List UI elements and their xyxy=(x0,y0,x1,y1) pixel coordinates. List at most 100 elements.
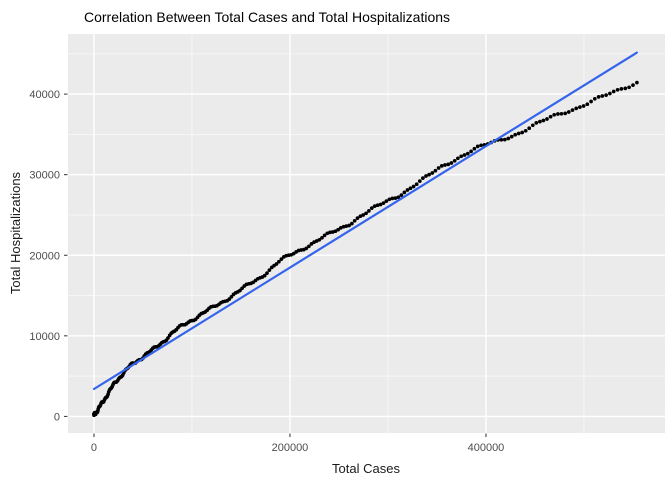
data-point xyxy=(352,218,357,223)
data-point xyxy=(361,213,366,217)
data-point xyxy=(433,168,438,173)
x-tick-label: 400000 xyxy=(468,442,505,454)
data-point xyxy=(320,235,324,240)
data-point xyxy=(393,196,398,200)
data-point xyxy=(396,195,401,200)
x-tick-label: 0 xyxy=(91,442,97,454)
data-point xyxy=(513,132,518,137)
data-point xyxy=(240,286,244,291)
data-point xyxy=(372,204,377,208)
data-point xyxy=(307,244,311,249)
grid-major xyxy=(68,34,665,433)
data-point xyxy=(265,271,269,275)
data-point xyxy=(566,110,571,114)
data-point xyxy=(344,224,349,228)
data-point xyxy=(436,166,441,170)
x-axis-title: Total Cases xyxy=(332,461,400,476)
data-point xyxy=(390,196,395,201)
data-point xyxy=(411,184,416,189)
data-point xyxy=(384,199,389,203)
data-point xyxy=(414,182,419,187)
data-point xyxy=(364,211,368,216)
data-point xyxy=(520,130,525,135)
y-tick-label: 0 xyxy=(54,411,60,423)
data-point xyxy=(317,237,322,242)
data-point xyxy=(523,128,528,133)
data-point xyxy=(623,86,628,91)
data-point xyxy=(378,202,383,207)
data-point xyxy=(277,259,281,264)
data-point xyxy=(449,161,454,165)
axis-tick-marks xyxy=(64,93,487,437)
data-point xyxy=(615,87,620,92)
data-point xyxy=(229,294,234,299)
data-point xyxy=(592,96,597,101)
data-point xyxy=(578,105,582,109)
data-point xyxy=(627,85,631,90)
data-point xyxy=(279,257,284,261)
data-point xyxy=(262,273,267,278)
data-point xyxy=(274,262,279,266)
data-point xyxy=(589,99,593,104)
data-point xyxy=(596,95,601,99)
data-point xyxy=(408,186,413,191)
data-point xyxy=(465,151,470,156)
data-point xyxy=(267,268,272,272)
data-point xyxy=(439,164,444,168)
data-point xyxy=(417,179,422,183)
data-point xyxy=(516,131,521,136)
data-point xyxy=(534,121,539,125)
data-point xyxy=(367,209,371,213)
data-point xyxy=(541,118,546,123)
data-point xyxy=(347,223,351,228)
data-point xyxy=(574,106,579,111)
data-point xyxy=(608,91,612,96)
data-point xyxy=(548,114,553,119)
data-point xyxy=(552,112,557,117)
data-point xyxy=(336,227,340,232)
data-point xyxy=(462,153,467,157)
data-point xyxy=(446,162,451,167)
data-point xyxy=(619,87,624,91)
data-point xyxy=(585,102,590,107)
data-point xyxy=(604,93,608,97)
data-point xyxy=(430,171,435,175)
plot-panel xyxy=(68,34,665,433)
y-tick-label: 20000 xyxy=(29,250,60,262)
data-point xyxy=(456,156,460,161)
data-point xyxy=(499,137,504,142)
data-point xyxy=(527,126,532,131)
data-point xyxy=(424,174,428,178)
data-point xyxy=(309,242,314,246)
data-point xyxy=(333,229,338,234)
y-tick-label: 30000 xyxy=(29,170,60,182)
y-axis-title: Total Hospitalizations xyxy=(8,171,23,294)
data-point xyxy=(358,214,363,219)
data-point xyxy=(443,163,447,167)
data-point xyxy=(538,119,542,124)
x-tick-label: 200000 xyxy=(272,442,309,454)
data-point xyxy=(452,158,457,163)
data-point xyxy=(472,146,477,151)
data-point xyxy=(375,203,380,208)
data-point xyxy=(322,233,327,238)
axis-tick-labels: 0 200000 400000 0 10000 20000 30000 40000 xyxy=(29,89,504,454)
data-point xyxy=(559,111,564,116)
data-point xyxy=(570,108,575,112)
data-point xyxy=(350,221,354,226)
data-point xyxy=(304,246,309,251)
data-point xyxy=(381,201,386,205)
data-point xyxy=(427,172,431,177)
data-point xyxy=(530,123,535,128)
data-point xyxy=(459,154,464,159)
y-tick-label: 10000 xyxy=(29,331,60,343)
y-tick-label: 40000 xyxy=(29,89,60,101)
data-point xyxy=(600,94,605,98)
data-point xyxy=(635,80,639,85)
data-point xyxy=(556,112,560,116)
data-point xyxy=(611,89,616,94)
data-point xyxy=(387,197,392,202)
data-point xyxy=(475,144,480,149)
data-point xyxy=(545,117,549,121)
